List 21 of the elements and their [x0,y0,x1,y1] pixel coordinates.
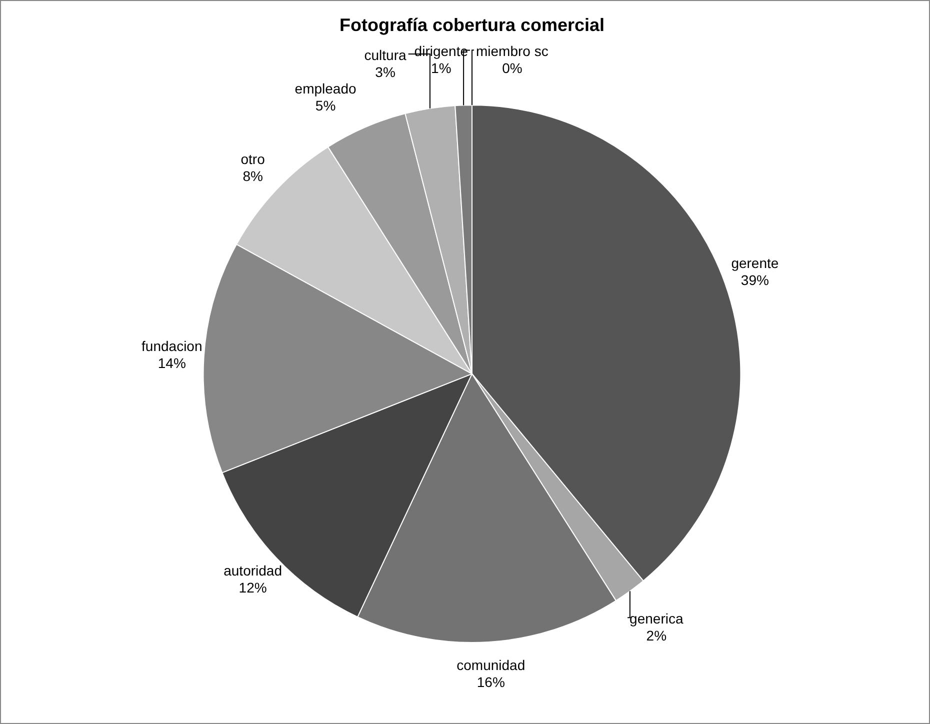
slice-label: cultura [364,46,407,63]
slice-label: generica [630,610,684,626]
data-label: 12% [238,580,267,596]
slice-label: autoridad [224,562,282,579]
slice-label: empleado [294,80,356,97]
data-label: 16% [476,674,505,690]
text: 0% [502,60,522,76]
slice-label: comunidad [456,656,526,673]
slice-label: dirigente [414,43,468,60]
category-label: miembro sc [476,42,548,59]
slice-label: gerente [731,254,779,271]
data-label: 39% [740,272,769,288]
slice-label: otro [240,150,266,167]
data-label: 3% [375,64,396,80]
data-label: 5% [315,98,336,114]
data-label: 2% [646,627,667,644]
data-label: 1% [431,60,452,76]
data-label: 14% [158,354,186,371]
data-label: 8% [242,168,263,184]
chart-title: Fotografía cobertura comercial [339,14,605,35]
slice-label: fundacion [142,338,202,354]
